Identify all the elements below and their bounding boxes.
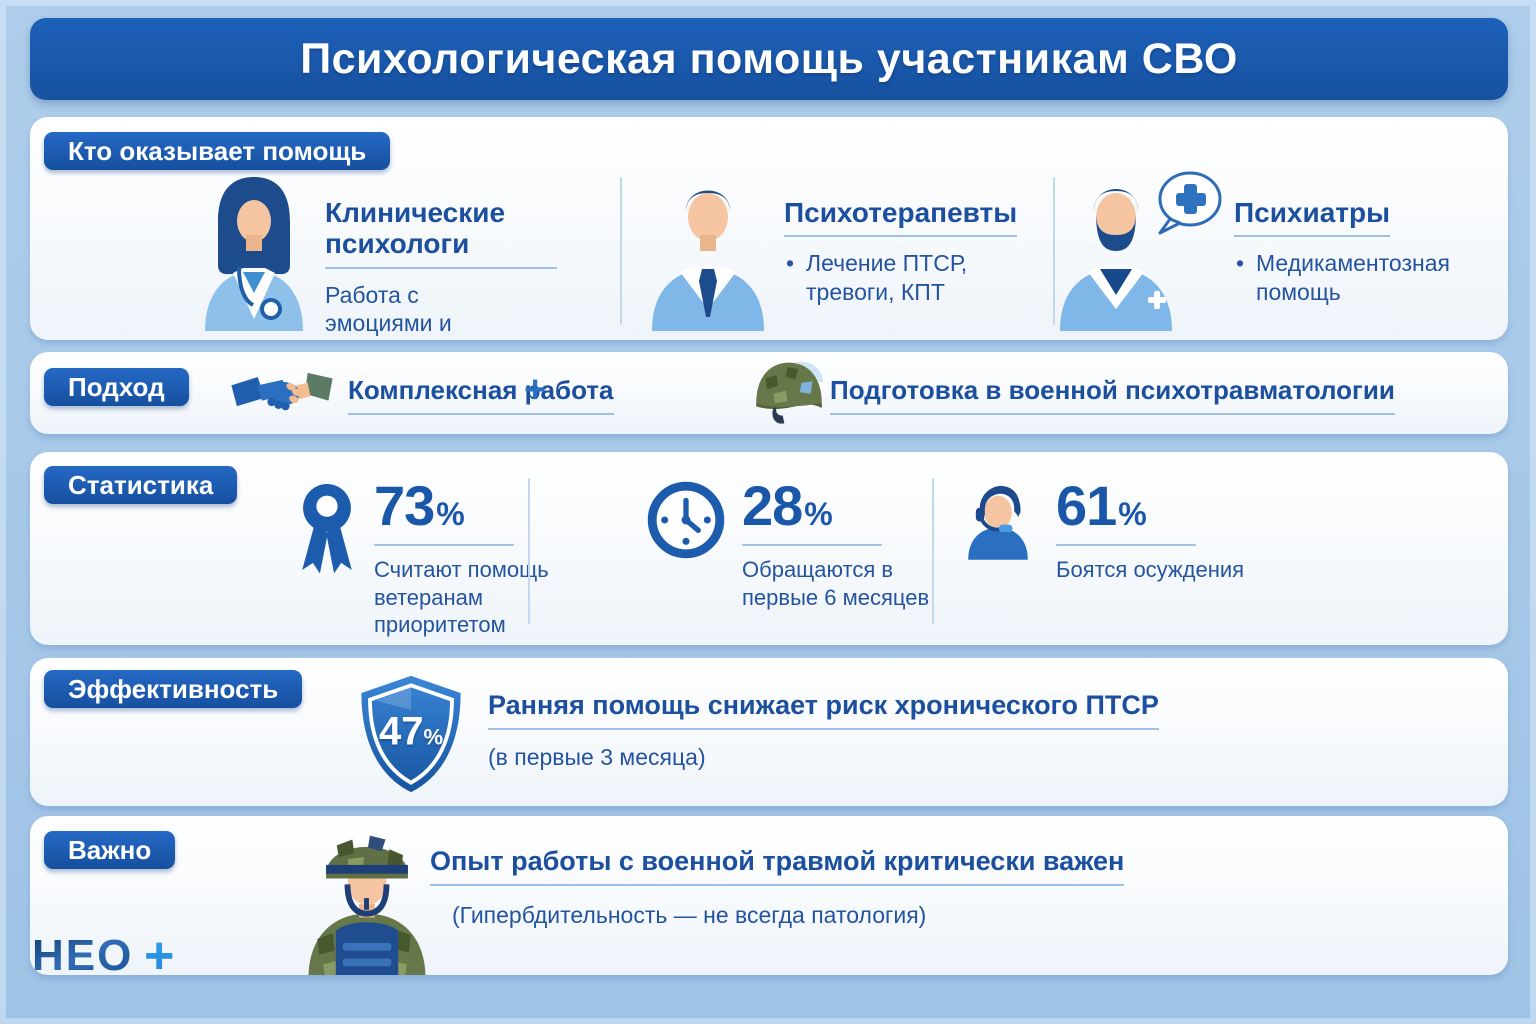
shield-icon [361,675,461,793]
psychotherapist-icon [652,190,764,331]
clock-icon [647,481,725,559]
stat-desc: Считают помощь ветеранам приоритетом [374,557,549,637]
stat-item: 73% Считают помощь ветеранам приоритетом [296,476,549,639]
logo-text: НЕО [32,931,133,980]
important-text: Опыт работы с военной травмой критически… [430,846,1125,929]
section-label-effectiveness: Эффективность [44,670,303,708]
specialist-text: Психиатры • Медикаментозная помощь [1234,197,1479,307]
effectiveness-title: Ранняя помощь снижает риск хронического … [488,690,1159,730]
divider [528,478,530,624]
specialist-title: Психиатры [1234,197,1390,238]
section-effectiveness: Эффективность 47% Ранняя помощь снижает … [30,658,1508,806]
stat-item: 61% Боятся осуждения [956,476,1276,584]
soldier-icon [308,835,426,975]
psychiatrist-icon [1060,171,1222,331]
stat-item: 28% Обращаются в первые 6 месяцев [646,476,947,611]
specialist-desc: • Медикаментозная помощь [1236,250,1450,306]
page-title: Психологическая помощь участникам СВО [300,34,1238,83]
section-who-helps: Кто оказывает помощь Клинические психоло… [30,117,1508,340]
section-statistics: Статистика 73% Считают помощь ветеранам … [30,452,1508,645]
underline-rule [742,544,882,546]
important-title: Опыт работы с военной травмой критически… [430,846,1125,886]
specialist-psychiatrists: Психиатры • Медикаментозная помощь [1052,169,1479,331]
specialist-desc: Работа с эмоциями и травмой [325,281,452,340]
section-important: Важно [30,816,1508,975]
section-label-important: Важно [44,831,176,869]
award-ribbon-icon [302,484,352,574]
specialist-text: Клинические психологи Работа с эмоциями … [325,197,557,340]
shield-badge: 47% [352,672,470,796]
specialist-desc: • Лечение ПТСР, тревоги, КПТ [786,250,968,306]
section-label-approach: Подход [44,368,189,406]
bullet: • [786,250,795,277]
header-banner: Психологическая помощь участникам СВО [30,18,1508,100]
specialist-clinical-psychologists: Клинические психологи Работа с эмоциями … [193,169,557,340]
handshake-icon [231,372,333,411]
military-helmet-icon [756,361,824,424]
specialist-text: Психотерапевты • Лечение ПТСР, тревоги, К… [784,197,1044,307]
section-label-statistics: Статистика [44,466,238,504]
stat-value: 61% [1056,474,1147,537]
underline-rule [1056,544,1196,546]
underline-rule [374,544,514,546]
effectiveness-text: Ранняя помощь снижает риск хронического … [488,690,1159,771]
approach-item-1: Комплексная работа [348,375,614,415]
plus-sign: + [524,369,547,411]
bullet: • [1236,250,1245,277]
stat-body: 61% Боятся осуждения [1056,476,1276,584]
stat-value: 28% [742,474,833,537]
effectiveness-subtitle: (в первые 3 месяца) [488,744,706,770]
specialist-title: Психотерапевты [784,197,1018,238]
section-approach: Подход Комплексная работа + Под [30,352,1508,434]
section-label-who: Кто оказывает помощь [44,132,391,170]
divider [620,177,622,325]
soldier-figure [292,822,442,975]
stat-desc: Боятся осуждения [1056,557,1245,582]
stat-body: 28% Обращаются в первые 6 месяцев [742,476,947,611]
important-subtitle: (Гипербдительность — не всегда патология… [452,902,927,928]
divider [932,478,934,624]
logo-plus: + [144,930,174,980]
stat-value: 73% [374,474,465,537]
approach-item-2: Подготовка в военной психотравматологии [830,375,1395,415]
stat-body: 73% Считают помощь ветеранам приоритетом [374,476,549,639]
stat-desc: Обращаются в первые 6 месяцев [742,557,930,610]
neo-plus-logo: НЕО + [32,930,174,980]
shield-value: 47% [378,709,444,754]
specialist-title: Клинические психологи [325,197,557,269]
headset-person-icon [968,485,1028,560]
female-psychologist-icon [205,177,303,331]
divider [1053,177,1055,325]
specialist-psychotherapists: Психотерапевты • Лечение ПТСР, тревоги, К… [642,169,1044,331]
